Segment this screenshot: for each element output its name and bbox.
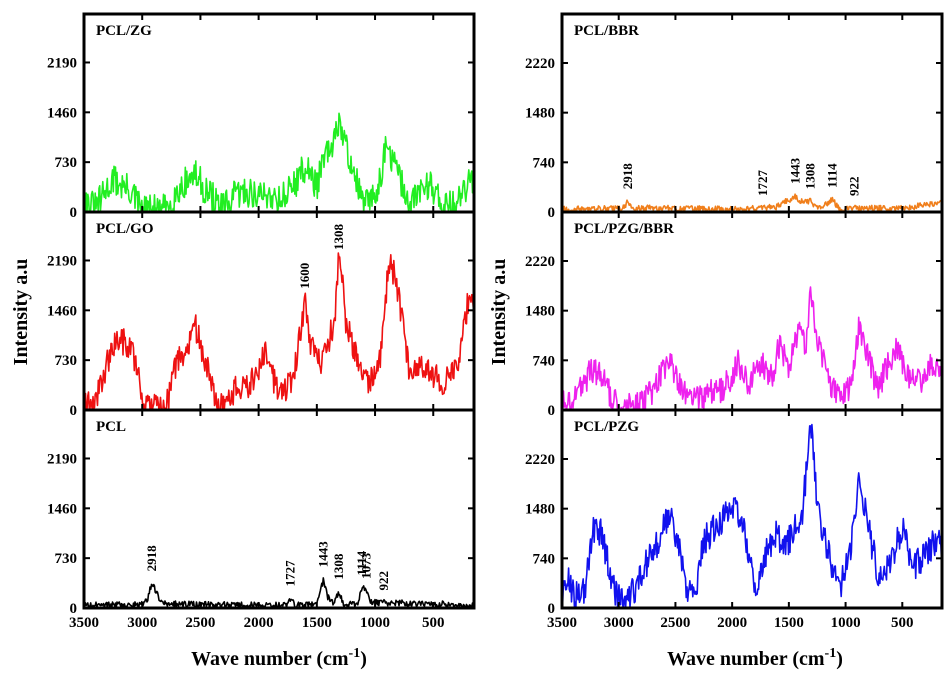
x-tick-label: 1500: [774, 615, 804, 631]
y-tick-label: 2220: [525, 56, 555, 72]
y-tick-label: 2190: [47, 253, 77, 269]
panel-pcl-bbr: 0 740 1480 2220 PCL/BBR 2918 1727 1443 1308 1114 9…: [525, 12, 944, 221]
x-tick-label: 1000: [360, 615, 390, 631]
plot-frame-pcl-zg: [82, 12, 476, 214]
peak-label: 1114: [825, 163, 840, 188]
y-tick-label: 740: [533, 551, 556, 567]
y-tick-label: 2220: [525, 452, 555, 468]
series-line-pcl-pzg-bbr: [561, 286, 943, 411]
peak-label: 1600: [297, 263, 312, 289]
panel-label-pcl-go: PCL/GO: [96, 221, 154, 237]
panel-label-pcl-bbr: PCL/BBR: [574, 23, 639, 39]
x-axis-title-left-main: Wave number (cm: [191, 648, 349, 670]
panel-pcl-zg: 0 730 1460 2190 PCL/ZG: [47, 12, 476, 221]
y-tick-label: 0: [548, 205, 556, 221]
series-line-pcl-bbr: [561, 193, 943, 213]
y-axis-title-right: Intensity a.u: [488, 259, 510, 366]
y-tick-label: 0: [70, 601, 78, 617]
x-axis-title-left: Wave number (cm-1): [191, 646, 367, 670]
y-tick-label: 1480: [525, 502, 555, 518]
peak-label: 2918: [620, 163, 635, 190]
y-tick-label: 0: [548, 601, 556, 617]
y-tick-label: 2190: [47, 451, 77, 467]
peak-label: 1727: [755, 170, 770, 197]
x-tick-label: 3500: [547, 615, 577, 631]
peak-label: 1073: [359, 552, 374, 579]
x-tick-label: 2500: [185, 615, 215, 631]
x-tick-label: 3000: [604, 615, 634, 631]
panel-pcl-pzg: 0 740 1480 2220 3500 3000 2500 2000 1500 1000 500 P…: [525, 408, 944, 631]
series-line-pcl-pzg: [561, 423, 943, 609]
peak-label: 1308: [331, 553, 346, 580]
panel-pcl-pzg-bbr: 0 740 1480 2220 PCL/PZG/BBR: [525, 210, 944, 419]
x-axis-title-right: Wave number (cm-1): [667, 646, 843, 670]
y-tick-label: 0: [70, 205, 78, 221]
y-tick-label: 740: [533, 353, 556, 369]
peak-label: 1727: [282, 560, 297, 587]
panel-pcl: 0 730 1460 2190 3500 3000 2500 2000 1500 1000 500 P…: [47, 408, 476, 631]
peak-label: 2918: [144, 545, 159, 572]
x-axis-title-left-sup: -1: [349, 646, 361, 661]
peak-label: 1114: [354, 550, 369, 575]
peak-label: 922: [376, 571, 391, 591]
peak-label: 1308: [331, 224, 346, 251]
y-tick-label: 0: [70, 403, 78, 419]
y-tick-label: 730: [55, 353, 78, 369]
x-axis-title-left-close: ): [360, 648, 367, 670]
x-tick-label: 3000: [127, 615, 157, 631]
y-tick-label: 1480: [525, 106, 555, 122]
y-tick-label: 2190: [47, 55, 77, 71]
plot-frame-pcl-pzg: [560, 408, 944, 610]
peak-label: 1443: [316, 541, 331, 568]
x-axis-title-right-sup: -1: [825, 646, 837, 661]
panels-group: 0 730 1460 2190 PCL/ZG 0 740 1480 2220 PCL/BBR 291…: [47, 12, 944, 631]
plot-frame-pcl-go: [82, 210, 476, 412]
panel-label-pcl-zg: PCL/ZG: [96, 23, 152, 39]
y-tick-label: 0: [548, 403, 556, 419]
x-tick-label: 1500: [302, 615, 332, 631]
y-tick-label: 1460: [47, 303, 77, 319]
panel-label-pcl: PCL: [96, 419, 126, 435]
y-tick-label: 730: [55, 155, 78, 171]
x-tick-label: 1000: [831, 615, 861, 631]
plot-frame-pcl: [82, 408, 476, 610]
y-tick-label: 1460: [47, 105, 77, 121]
panel-label-pcl-pzg: PCL/PZG: [574, 419, 639, 435]
panel-label-pcl-pzg-bbr: PCL/PZG/BBR: [574, 221, 674, 237]
x-axis-title-right-main: Wave number (cm: [667, 648, 825, 670]
peak-label: 1443: [787, 157, 802, 184]
y-tick-label: 1460: [47, 501, 77, 517]
y-tick-label: 730: [55, 551, 78, 567]
x-tick-label: 2000: [244, 615, 274, 631]
x-tick-label: 500: [891, 615, 914, 631]
plot-frame-pcl-bbr: [560, 12, 944, 214]
x-tick-label: 2500: [660, 615, 690, 631]
x-tick-label: 500: [422, 615, 445, 631]
x-axis-title-right-close: ): [836, 648, 843, 670]
y-tick-label: 2220: [525, 254, 555, 270]
y-axis-title-left: Intensity a.u: [10, 259, 32, 366]
series-line-pcl-go: [83, 252, 475, 411]
panel-pcl-go: 0 730 1460 2190 PCL/GO 1600 1308: [47, 210, 476, 419]
x-tick-label: 3500: [69, 615, 99, 631]
x-tick-label: 2000: [717, 615, 747, 631]
peak-label: 1308: [803, 163, 818, 190]
series-line-pcl-zg: [83, 112, 475, 213]
series-line-pcl: [83, 577, 475, 609]
peak-label: 922: [846, 177, 861, 197]
y-tick-label: 1480: [525, 304, 555, 320]
y-tick-label: 740: [533, 155, 556, 171]
